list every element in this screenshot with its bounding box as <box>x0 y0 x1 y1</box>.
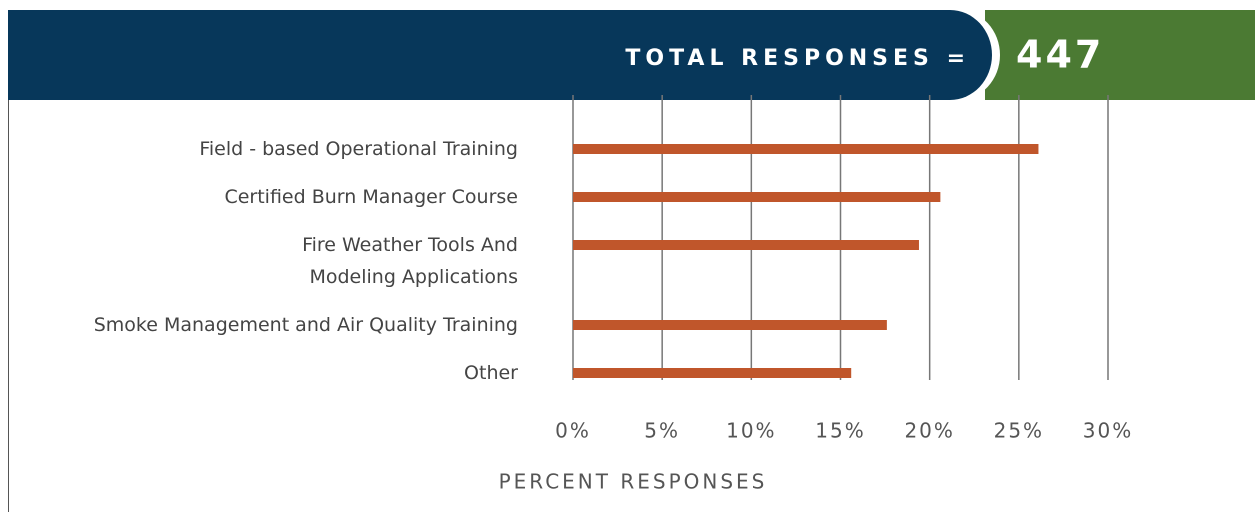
x-tick-label: 15% <box>815 419 865 443</box>
x-axis-label: PERCENT RESPONSES <box>499 470 768 494</box>
bar <box>573 240 919 250</box>
header-value-box <box>985 10 1255 100</box>
bar <box>573 192 941 202</box>
bar <box>573 320 887 330</box>
category-label: Fire Weather Tools And Modeling Applicat… <box>302 234 518 288</box>
category-label: Field - based Operational Training <box>199 138 518 160</box>
bar <box>573 144 1039 154</box>
x-tick-label: 10% <box>726 419 776 443</box>
x-tick-label: 20% <box>904 419 954 443</box>
x-tick-label: 0% <box>555 419 591 443</box>
header-value: 447 <box>1016 33 1104 77</box>
category-label: Other <box>464 362 518 384</box>
x-tick-label: 5% <box>644 419 680 443</box>
category-label: Smoke Management and Air Quality Trainin… <box>93 314 518 336</box>
category-label: Certified Burn Manager Course <box>224 186 518 208</box>
header-band <box>8 10 992 100</box>
header-label: TOTAL RESPONSES = <box>625 46 970 71</box>
x-tick-label: 25% <box>994 419 1044 443</box>
bar <box>573 368 852 378</box>
x-tick-label: 30% <box>1083 419 1133 443</box>
